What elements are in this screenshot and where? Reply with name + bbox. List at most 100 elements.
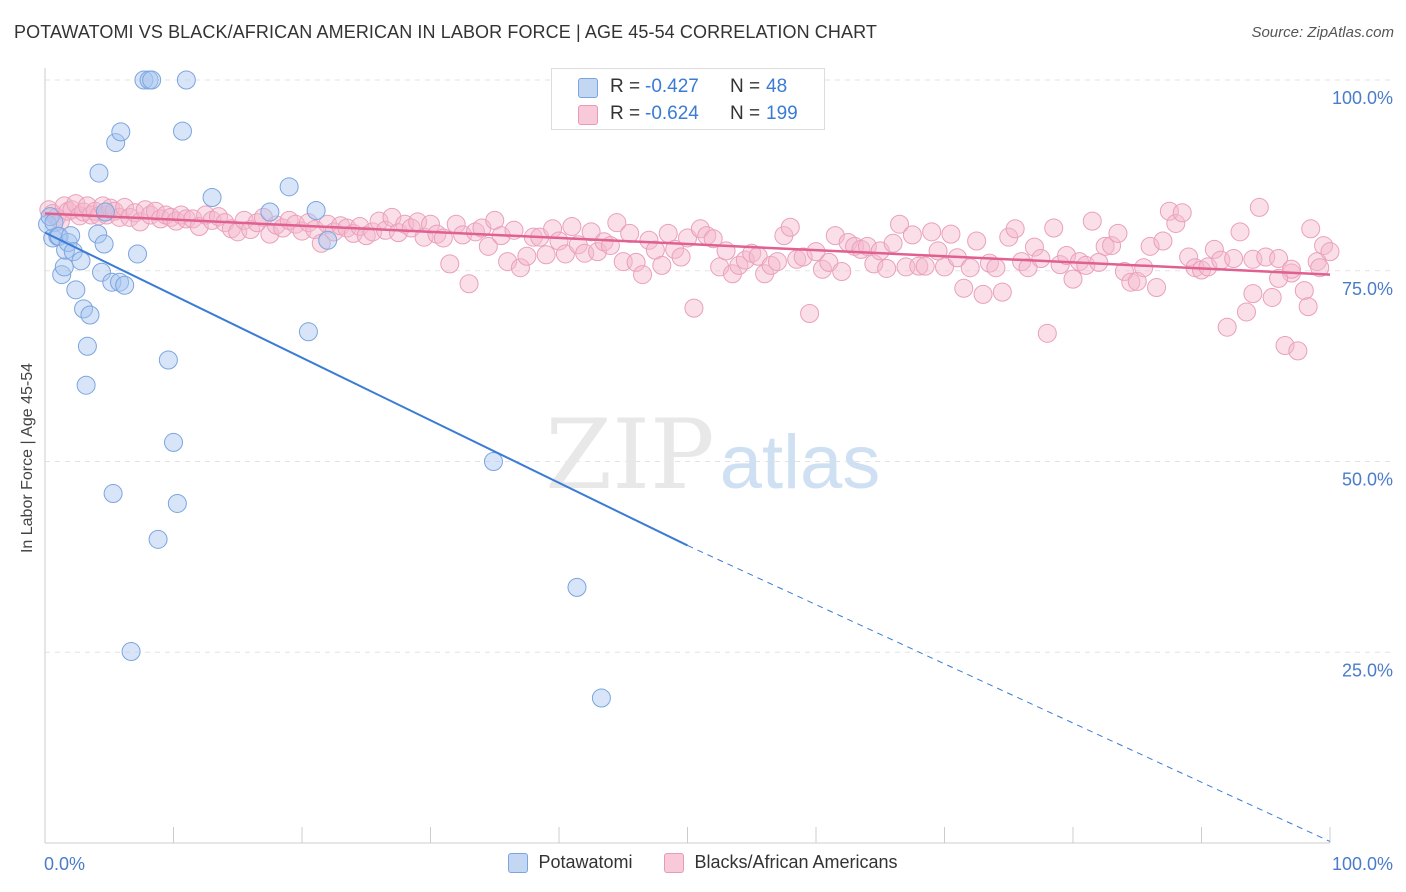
data-point-blacks [588, 242, 608, 262]
data-point-blacks [1310, 258, 1330, 278]
data-point-blacks [652, 255, 672, 275]
data-point-potawatomi [172, 121, 192, 141]
data-point-potawatomi [567, 577, 587, 597]
data-point-blacks [498, 252, 518, 272]
data-point-blacks [1172, 203, 1192, 223]
data-point-blacks [1044, 218, 1064, 238]
watermark: ZIP atlas [545, 399, 880, 511]
data-point-blacks [684, 298, 704, 318]
data-point-blacks [620, 223, 640, 243]
data-point-potawatomi [142, 70, 162, 90]
data-point-blacks [1224, 249, 1244, 269]
data-point-potawatomi [54, 257, 74, 277]
watermark-atlas: atlas [720, 420, 881, 505]
data-point-blacks [1269, 268, 1289, 288]
legend-item-potawatomi[interactable]: Potawatomi [508, 852, 632, 873]
data-point-blacks [639, 230, 659, 250]
r-value: -0.427 [645, 76, 699, 97]
data-point-blacks [510, 258, 530, 278]
data-point-blacks [421, 214, 440, 234]
data-point-blacks [658, 223, 678, 243]
data-point-blacks [909, 256, 929, 276]
data-point-blacks [1005, 219, 1025, 239]
data-point-potawatomi [115, 275, 135, 295]
legend-swatch-blue [578, 78, 598, 98]
data-point-potawatomi [102, 272, 122, 292]
data-point-potawatomi [202, 188, 222, 208]
data-point-blacks [1108, 223, 1128, 243]
data-point-blacks [478, 236, 498, 256]
data-point-potawatomi [318, 230, 338, 250]
data-point-blacks [607, 213, 627, 233]
data-point-potawatomi [76, 375, 96, 395]
data-point-blacks [1140, 236, 1160, 256]
data-point-blacks [941, 224, 961, 244]
correlation-legend: R = -0.427 N = 48 R = -0.624 N = 199 [551, 68, 825, 130]
n-label: N = [730, 76, 761, 97]
data-point-blacks [819, 252, 839, 272]
data-point-blacks [793, 247, 813, 267]
data-point-potawatomi [92, 262, 112, 282]
data-point-blacks [1204, 239, 1224, 259]
data-point-blacks [440, 254, 460, 274]
data-point-blacks [890, 214, 910, 234]
data-point-potawatomi [306, 200, 326, 220]
data-point-blacks [1114, 262, 1134, 282]
data-point-potawatomi [591, 688, 611, 708]
data-point-blacks [1269, 249, 1289, 269]
data-point-blacks [1243, 284, 1263, 304]
data-point-blacks [1301, 219, 1321, 239]
data-point-potawatomi [89, 163, 109, 183]
data-point-blacks [883, 233, 903, 253]
n-value: 48 [766, 76, 788, 97]
legend-swatch-blue [508, 852, 529, 873]
data-point-potawatomi [167, 493, 187, 513]
data-point-blacks [633, 265, 653, 285]
data-point-potawatomi [128, 244, 148, 264]
data-point-blacks [1320, 242, 1340, 262]
data-point-blacks [800, 303, 820, 323]
data-point-blacks [1147, 278, 1167, 298]
data-point-blacks [1262, 287, 1282, 307]
trend-line-potawatomi [44, 231, 688, 547]
data-point-blacks [1057, 245, 1077, 265]
data-point-blacks [536, 245, 556, 265]
axes [44, 68, 1331, 844]
n-label: N = [730, 103, 761, 124]
legend-label-blacks: Blacks/African Americans [694, 852, 898, 872]
n-value: 199 [766, 103, 798, 124]
data-point-potawatomi [95, 202, 115, 222]
data-point-potawatomi [66, 280, 86, 300]
data-point-blacks [66, 194, 86, 214]
data-point-blacks [1050, 255, 1070, 275]
data-point-potawatomi [111, 122, 131, 142]
data-point-blacks [902, 225, 922, 245]
data-point-blacks [1217, 317, 1237, 337]
legend-item-blacks[interactable]: Blacks/African Americans [664, 852, 898, 873]
data-point-blacks [1095, 236, 1115, 256]
gridlines [45, 79, 1395, 653]
trend-line-blacks [44, 212, 1331, 276]
data-point-blacks [1294, 281, 1314, 301]
data-point-blacks [1063, 269, 1083, 289]
data-point-blacks [626, 252, 646, 272]
data-point-blacks [1236, 302, 1256, 322]
data-point-potawatomi [88, 224, 108, 244]
legend-swatch-pink [664, 852, 685, 873]
data-point-potawatomi [134, 70, 154, 90]
data-point-potawatomi [158, 350, 178, 370]
y-tick-label: 25.0% [1342, 660, 1393, 680]
potawatomi-series [38, 70, 611, 708]
data-point-potawatomi [298, 322, 318, 342]
watermark-zip: ZIP [545, 399, 714, 511]
data-point-blacks [960, 258, 980, 278]
data-point-potawatomi [164, 432, 183, 452]
y-tick-label: 100.0% [1332, 88, 1393, 108]
data-point-blacks [877, 258, 897, 278]
data-point-potawatomi [260, 202, 280, 222]
legend-row-potawatomi: R = -0.427 N = 48 [552, 73, 824, 101]
r-value: -0.624 [645, 103, 699, 124]
data-point-blacks [1018, 258, 1038, 278]
data-point-blacks [1288, 341, 1308, 361]
